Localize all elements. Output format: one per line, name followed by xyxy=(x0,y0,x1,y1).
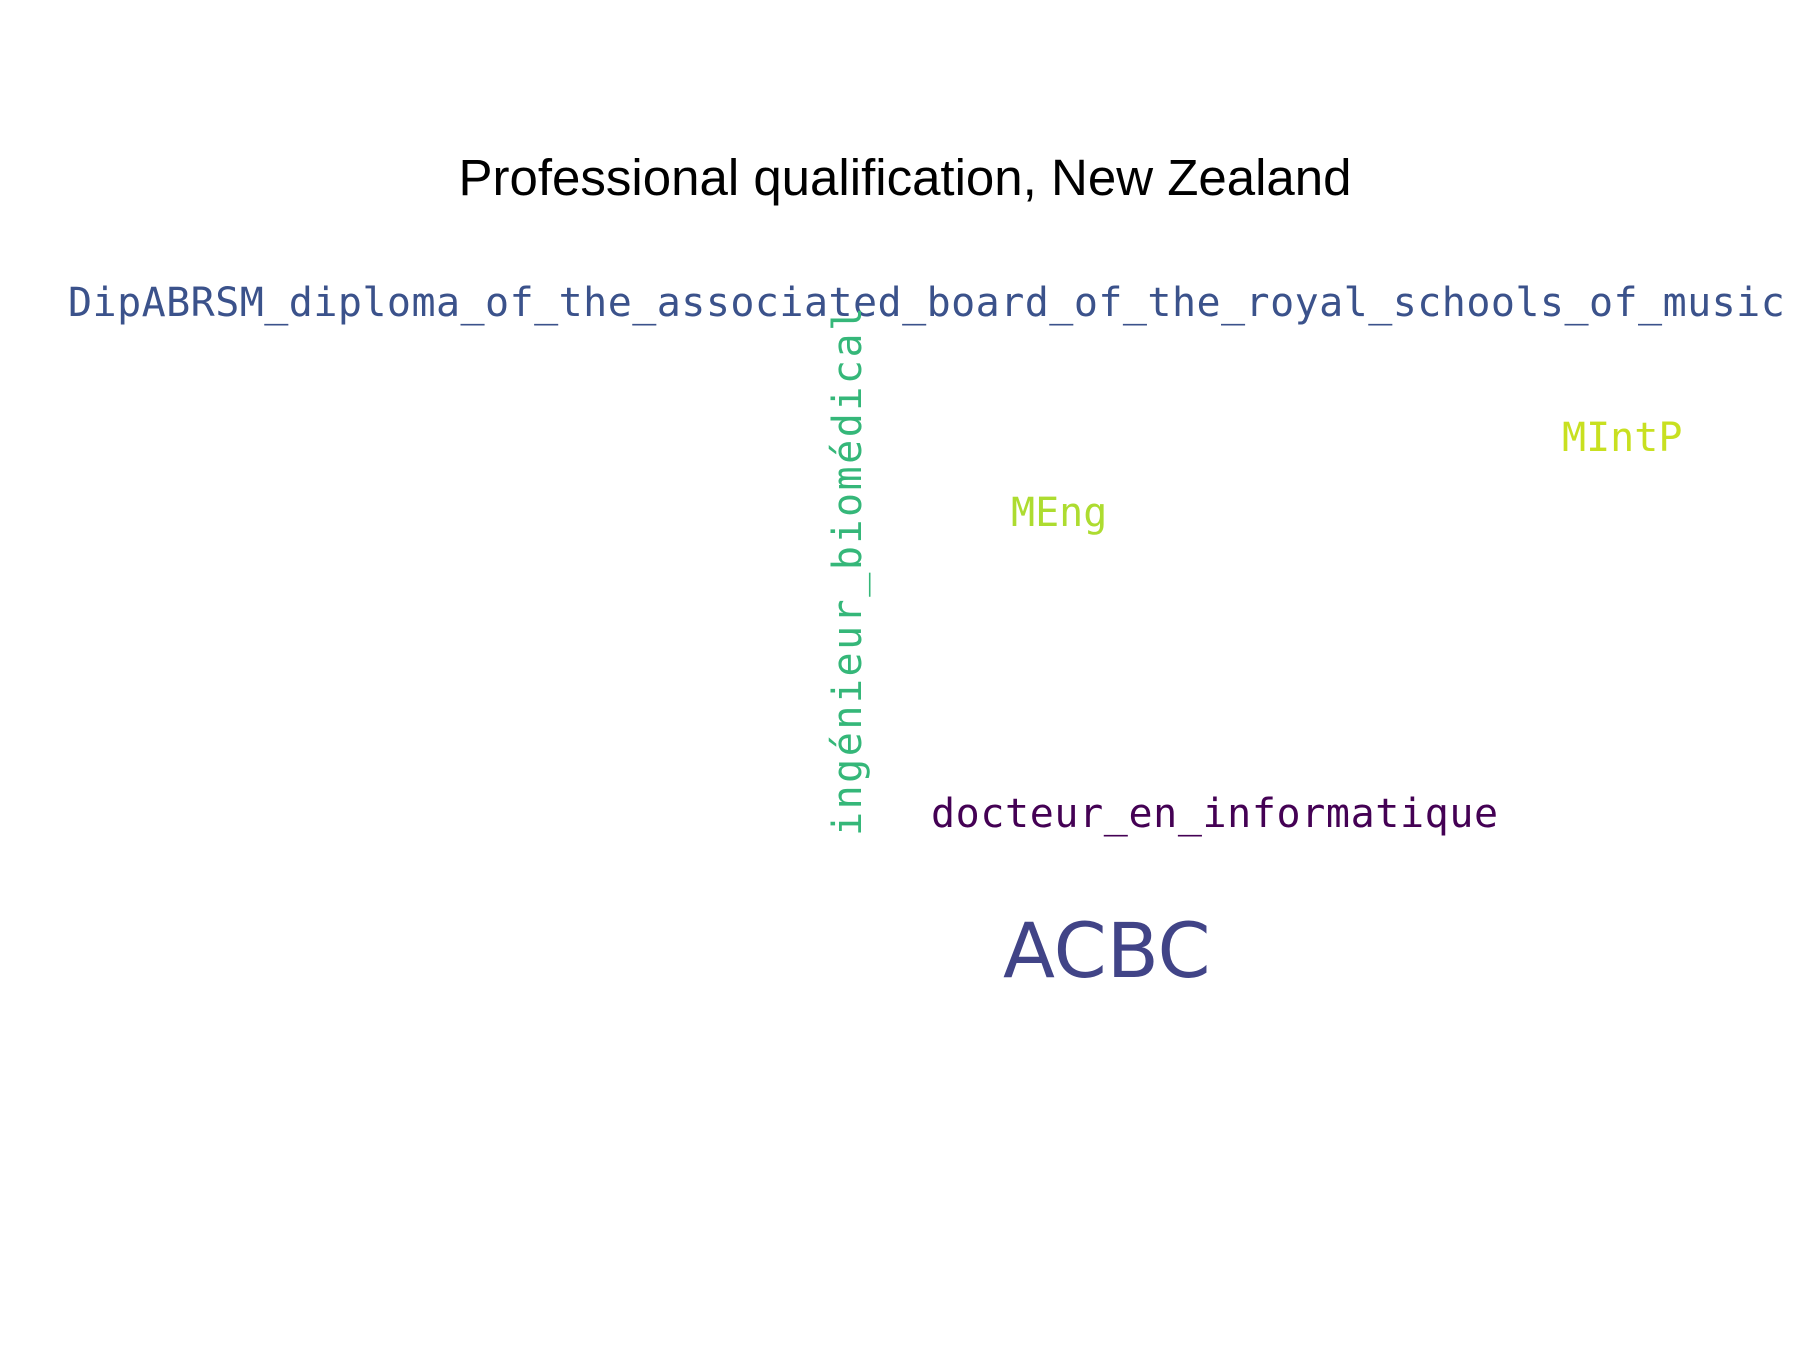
word-meng: MEng xyxy=(1011,490,1108,536)
word-ingenieur-biomedical: ingénieur_biomédical xyxy=(825,304,871,836)
word-docteur-en-informatique: docteur_en_informatique xyxy=(931,791,1499,837)
word-acbc: ACBC xyxy=(1003,906,1211,995)
word-dipabrsm: DipABRSM_diploma_of_the_associated_board… xyxy=(68,280,1786,326)
word-mintp: MIntP xyxy=(1562,415,1683,461)
page-title: Professional qualification, New Zealand xyxy=(458,149,1352,206)
